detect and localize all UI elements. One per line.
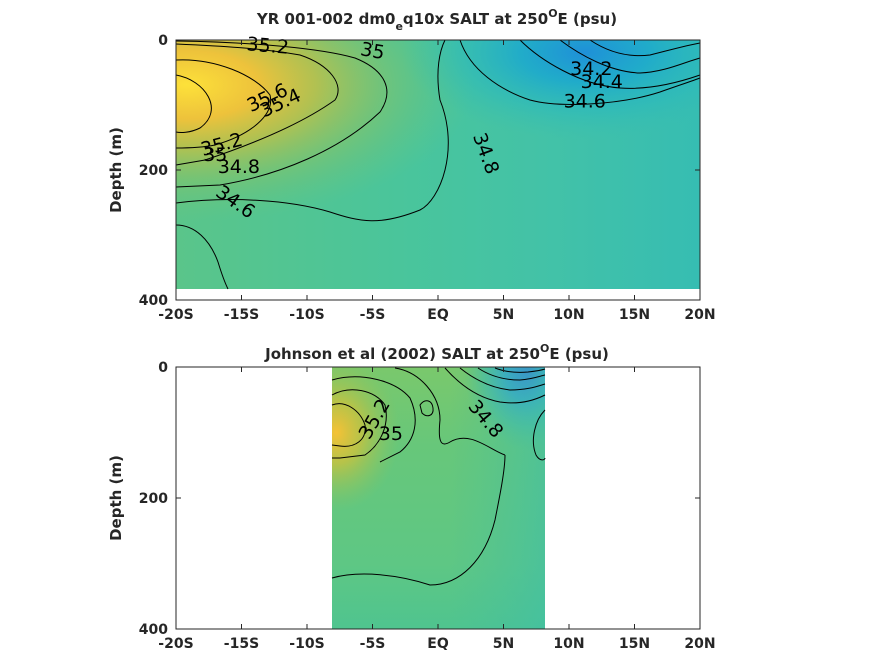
panel-bottom-y-axis: 0 200 400 <box>139 360 700 638</box>
contour-b-eddy <box>419 400 434 417</box>
x-tick-label: 20N <box>684 636 715 652</box>
panel-bottom-contours <box>331 367 546 586</box>
contour-label: 34.6 <box>564 90 606 112</box>
contour-35-6 <box>175 74 212 133</box>
contour-34-8-south <box>175 39 449 222</box>
contour-label: 35 <box>203 144 227 166</box>
panel-top-ylabel: Depth (m) <box>107 127 125 213</box>
y-tick-label: 0 <box>158 33 168 49</box>
contour-label: 34.2 <box>570 58 612 80</box>
x-tick-label: -10S <box>289 307 324 323</box>
contour-label: 35 <box>379 423 403 445</box>
panel-bottom-contour-labels: 35.235 34.8 <box>355 395 508 445</box>
contour-label: 34.4 <box>581 71 623 93</box>
x-tick-label: 20N <box>684 307 715 323</box>
x-tick-label: 5N <box>493 636 514 652</box>
contour-b-34-8-deep <box>331 454 506 586</box>
panel-top-contours <box>175 39 701 290</box>
contour-b-34-2 <box>477 367 546 381</box>
x-tick-label: -20S <box>158 636 193 652</box>
panel-top-title: YR 001-002 dm0eq10x SALT at 250OE (psu) <box>256 7 617 33</box>
contour-label: 34.8 <box>218 156 260 178</box>
panel-bottom-x-axis: -20S -15S -10S -5S EQ 5N 10N 15N 20N <box>158 367 716 652</box>
contour-label: 35.2 <box>246 33 290 59</box>
x-tick-label: 5N <box>493 307 514 323</box>
x-tick-label: -15S <box>224 307 259 323</box>
panel-top-x-axis: -20S -15S -10S -5S EQ 5N 10N 15N 20N <box>158 40 716 323</box>
x-tick-label: 10N <box>553 636 584 652</box>
contour-34-2 <box>589 39 701 57</box>
x-tick-label: -5S <box>360 636 386 652</box>
contour-b-35 <box>331 376 416 463</box>
x-tick-label: EQ <box>427 636 449 652</box>
contour-b-east-edge <box>532 409 546 461</box>
x-tick-label: 10N <box>553 307 584 323</box>
contour-34-4 <box>559 39 701 74</box>
x-tick-label: -10S <box>289 636 324 652</box>
contour-b-35-2 <box>331 389 387 459</box>
x-tick-label: 15N <box>619 307 650 323</box>
contour-b-salt-core <box>331 403 366 447</box>
x-tick-label: -20S <box>158 307 193 323</box>
contour-35-2-upper <box>175 43 339 166</box>
x-tick-label: -15S <box>224 636 259 652</box>
y-tick-label: 0 <box>158 360 168 376</box>
panel-top-y-axis: 0 200 400 <box>139 33 700 309</box>
contour-34-8-north <box>459 39 701 105</box>
contour-b-34-4 <box>459 367 546 391</box>
y-tick-label: 400 <box>139 622 168 638</box>
panel-bottom: Johnson et al (2002) SALT at 250OE (psu)… <box>107 342 716 652</box>
y-tick-label: 400 <box>139 293 168 309</box>
heatmap-bottom-east-shading <box>332 367 545 629</box>
y-tick-label: 200 <box>139 163 168 179</box>
contour-35-upper <box>175 40 388 188</box>
contour-34-6-south <box>175 224 229 290</box>
panel-bottom-ylabel: Depth (m) <box>107 455 125 541</box>
x-tick-label: 15N <box>619 636 650 652</box>
contour-35-4 <box>175 59 272 149</box>
contour-34-6-north <box>519 39 701 89</box>
panel-bottom-title: Johnson et al (2002) SALT at 250OE (psu) <box>264 342 609 363</box>
x-tick-label: EQ <box>427 307 449 323</box>
panel-top: YR 001-002 dm0eq10x SALT at 250OE (psu) … <box>107 7 716 323</box>
y-tick-label: 200 <box>139 491 168 507</box>
x-tick-label: -5S <box>360 307 386 323</box>
panel-bottom-heatmap <box>332 367 545 629</box>
contour-b-34-8 <box>394 367 506 456</box>
contour-b-34-6 <box>444 367 546 404</box>
